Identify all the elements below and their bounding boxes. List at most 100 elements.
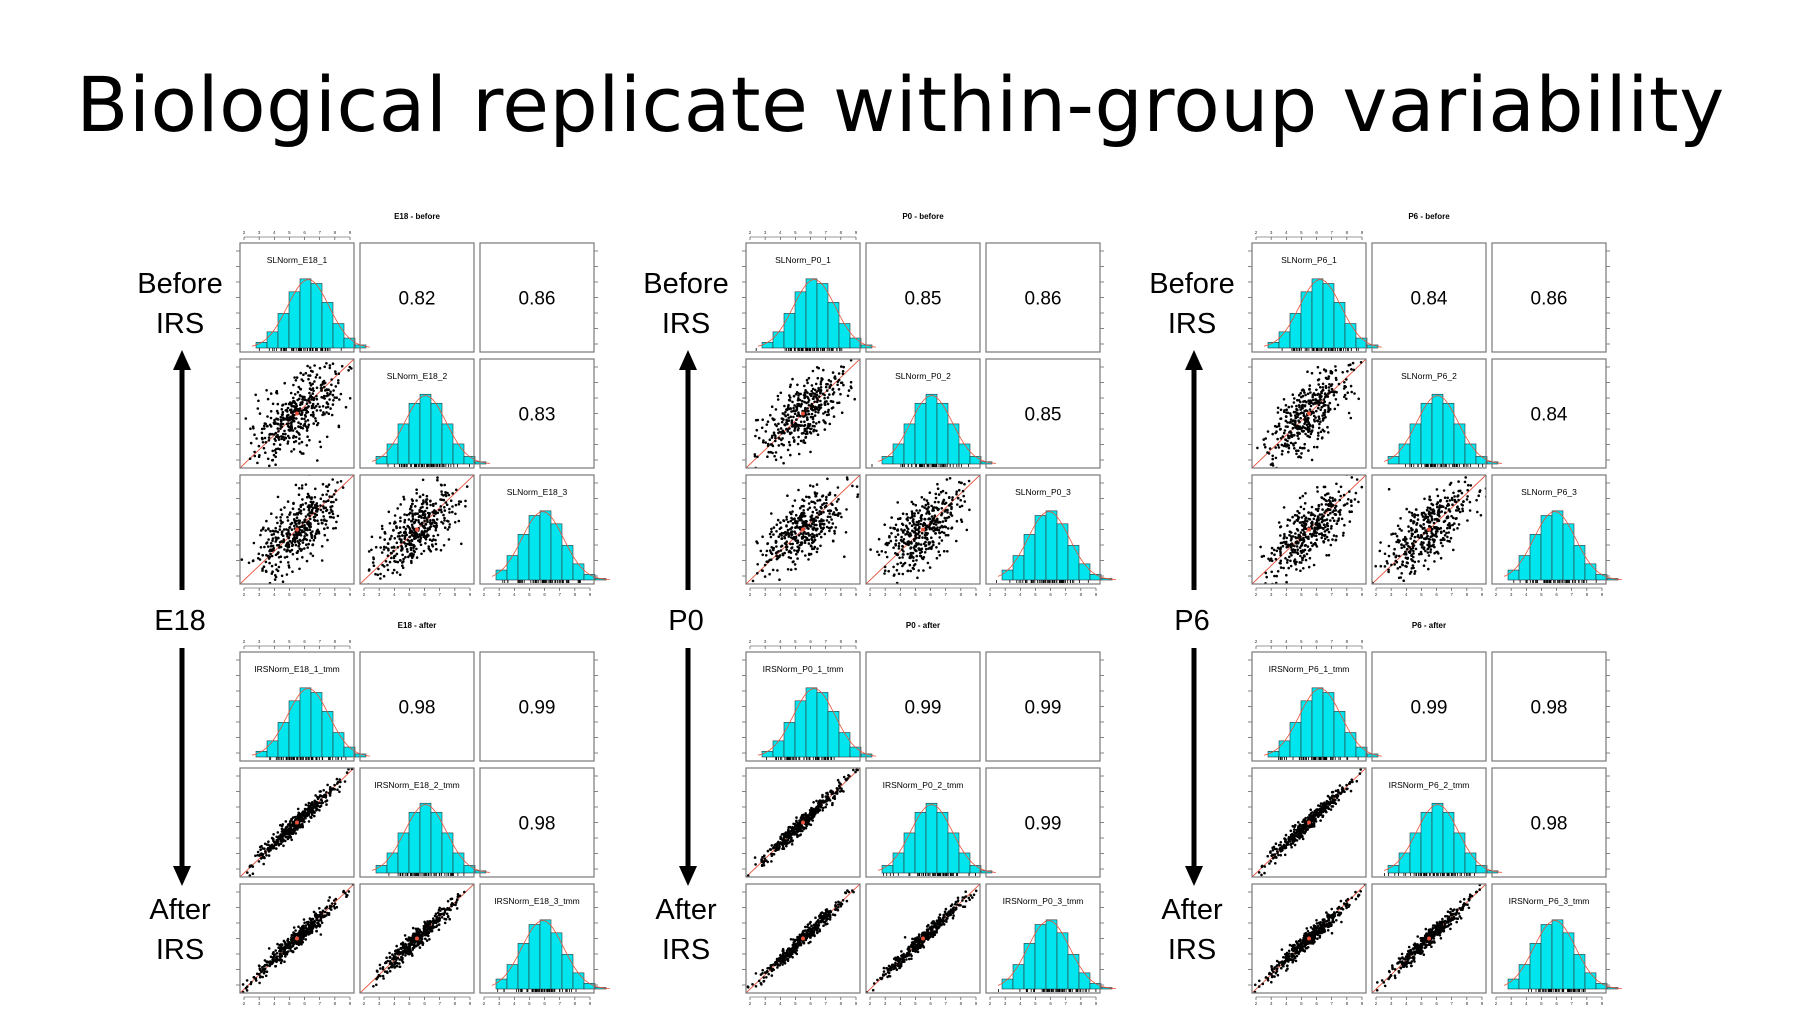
data-point	[1405, 543, 1408, 546]
data-point	[946, 550, 949, 553]
data-point	[332, 389, 335, 392]
data-point	[782, 418, 785, 421]
data-point	[431, 545, 435, 548]
data-point	[390, 551, 393, 555]
data-point	[282, 417, 286, 420]
data-point	[944, 533, 948, 537]
data-point	[406, 550, 409, 553]
data-point	[1328, 383, 1331, 386]
data-point	[1287, 566, 1290, 570]
data-point	[298, 450, 302, 454]
data-point	[1304, 524, 1307, 527]
variable-label: SLNorm_P0_2	[895, 371, 951, 381]
hist-bar	[430, 402, 443, 465]
data-point	[794, 521, 797, 525]
bottom-axis-tick-label: 9	[469, 1001, 472, 1006]
bottom-axis-tick-label: 5	[528, 1001, 531, 1006]
bottom-axis-tick-label: 7	[558, 1001, 561, 1006]
density-curve	[1263, 279, 1383, 348]
data-point	[815, 407, 819, 411]
correlation-value: 0.85	[1025, 405, 1062, 426]
data-point	[770, 546, 773, 549]
bottom-axis-tick-label: 7	[438, 1001, 441, 1006]
data-point	[295, 525, 299, 528]
data-point	[429, 503, 432, 507]
data-point	[1296, 425, 1299, 428]
data-point	[774, 439, 777, 443]
data-point	[946, 511, 949, 514]
top-axis-tick-label: 4	[779, 230, 782, 235]
data-point	[811, 417, 815, 421]
data-point	[1304, 432, 1307, 436]
data-point	[1291, 393, 1295, 397]
hist-bar	[1078, 563, 1091, 581]
data-point	[447, 520, 450, 523]
data-point	[1443, 496, 1447, 500]
data-point	[276, 422, 279, 426]
data-point	[294, 435, 298, 439]
data-point	[320, 518, 323, 522]
data-point	[285, 555, 289, 559]
data-point	[807, 527, 810, 530]
data-point	[331, 403, 335, 406]
data-point	[910, 542, 913, 545]
hist-bar	[1089, 573, 1102, 581]
data-point	[949, 511, 952, 515]
data-point	[934, 492, 938, 496]
data-point	[274, 530, 278, 533]
panel-border	[1491, 358, 1607, 469]
bottom-axis-tick-label: 4	[1019, 592, 1022, 597]
data-point	[1463, 480, 1467, 484]
data-point	[286, 500, 290, 503]
data-point	[310, 404, 314, 408]
data-point	[299, 371, 303, 375]
data-point	[318, 440, 322, 444]
data-point	[441, 522, 445, 525]
data-point	[806, 395, 809, 399]
data-point	[890, 516, 893, 519]
data-point	[813, 408, 817, 411]
data-point	[314, 376, 318, 379]
data-point	[1412, 555, 1415, 559]
data-point	[1319, 398, 1322, 401]
data-point	[1295, 560, 1298, 564]
hist-bar	[1540, 515, 1553, 581]
data-point	[305, 495, 309, 499]
data-point	[314, 532, 318, 536]
data-point	[1328, 401, 1332, 405]
data-point	[1394, 532, 1397, 536]
data-point	[1279, 559, 1283, 563]
panel-border	[359, 474, 475, 585]
data-point	[1308, 408, 1312, 411]
data-point	[840, 411, 844, 415]
data-point	[959, 481, 963, 485]
data-point	[1285, 573, 1288, 577]
bottom-axis-tick-label: 8	[454, 592, 457, 597]
data-point	[274, 574, 277, 577]
data-point	[792, 560, 795, 563]
data-point	[806, 391, 809, 395]
data-point	[825, 471, 828, 474]
data-point	[323, 385, 326, 389]
correlation-panel: 0.84	[1371, 242, 1487, 353]
data-point	[772, 526, 776, 529]
data-point	[388, 522, 392, 525]
data-point	[324, 523, 328, 526]
hist-bar	[1045, 510, 1058, 581]
data-point	[1314, 416, 1317, 419]
top-axis-tick-label: 5	[794, 230, 797, 235]
data-point	[936, 517, 939, 521]
data-point	[301, 427, 305, 430]
hist-bar	[936, 402, 949, 465]
data-point	[823, 420, 827, 424]
data-point	[787, 556, 791, 559]
group-label-p0: P0	[668, 605, 704, 637]
data-point	[350, 367, 353, 370]
data-point	[402, 560, 405, 563]
data-point	[806, 531, 810, 535]
data-point	[1282, 506, 1286, 509]
data-point	[1342, 493, 1346, 497]
data-point	[779, 521, 782, 524]
data-point	[938, 536, 941, 539]
data-point	[1421, 527, 1425, 530]
